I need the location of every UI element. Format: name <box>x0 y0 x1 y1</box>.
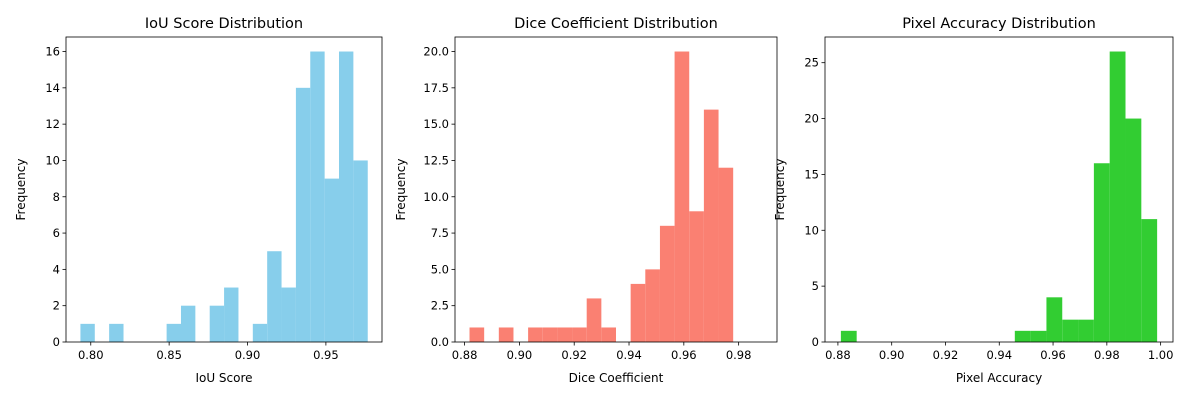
iou-y-tick-label: 12 <box>45 117 60 131</box>
dice-histogram-bar <box>703 109 719 343</box>
dice-y-tick-label: 2.5 <box>431 299 449 313</box>
pixel-accuracy-histogram-bar <box>1030 330 1047 342</box>
dice-x-tick-label: 0.96 <box>671 348 697 362</box>
pixel-accuracy-x-tick-label: 1.00 <box>1148 348 1174 362</box>
iou-y-tick-label: 10 <box>45 153 60 167</box>
dice-coefficient-histogram: 0.88 0.90 0.92 0.94 0.96 0.98 0.0 2.5 5.0 7.5 10.0… <box>394 16 778 385</box>
iou-histogram-bar <box>166 323 181 342</box>
iou-histogram-bar <box>339 51 354 343</box>
iou-y-tick-label: 2 <box>53 299 60 313</box>
pixel-accuracy-histogram-bar <box>1014 330 1031 342</box>
dice-x-tick-label: 0.90 <box>507 348 533 362</box>
iou-y-tick-label: 0 <box>53 335 60 349</box>
iou-histogram-bar <box>281 287 296 342</box>
dice-histogram-bar <box>630 283 646 342</box>
dice-histogram-bar <box>469 327 485 342</box>
pixel-accuracy-x-tick-label: 0.96 <box>1040 348 1066 362</box>
iou-y-tick-label: 6 <box>53 226 60 240</box>
pixel-accuracy-x-tick-label: 0.92 <box>933 348 959 362</box>
pixel-accuracy-histogram-bar <box>1141 219 1158 342</box>
pixel-accuracy-histogram-bar <box>1125 118 1142 342</box>
iou-y-tick-label: 8 <box>53 190 60 204</box>
dice-x-tick-label: 0.98 <box>726 348 752 362</box>
pixel-accuracy-x-tick-label: 0.94 <box>986 348 1012 362</box>
dice-histogram-bar <box>586 298 602 342</box>
dice-y-tick-label: 0.0 <box>431 335 449 349</box>
iou-score-chart-title: IoU Score Distribution <box>145 16 303 32</box>
pixel-accuracy-x-tick-label: 0.90 <box>879 348 905 362</box>
pixel-accuracy-histogram-bar <box>1093 163 1110 342</box>
iou-histogram-bar <box>209 305 225 342</box>
iou-histogram-bar <box>310 51 325 343</box>
dice-x-tick-label: 0.94 <box>616 348 642 362</box>
dice-histogram-bar <box>718 167 734 342</box>
iou-histogram-bar <box>324 178 340 342</box>
pixel-accuracy-histogram-bar <box>1046 297 1063 342</box>
iou-score-histogram: 0.80 0.85 0.90 0.95 0 2 4 6 8 10 12 14 16 IoU Score D… <box>14 16 383 385</box>
pixel-accuracy-histogram: 0.88 0.90 0.92 0.94 0.96 0.98 1.00 0 5 10 15 20 25 Pi… <box>773 16 1173 385</box>
iou-x-tick-label: 0.90 <box>235 348 261 362</box>
dice-coefficient-chart-title: Dice Coefficient Distribution <box>514 16 718 32</box>
iou-histogram-bar <box>252 323 268 342</box>
dice-x-tick-label: 0.92 <box>561 348 587 362</box>
dice-histogram-bar <box>528 327 543 342</box>
dice-y-tick-label: 12.5 <box>423 153 449 167</box>
iou-y-tick-label: 14 <box>45 81 60 95</box>
iou-x-tick-label: 0.85 <box>156 348 182 362</box>
pixel-accuracy-x-tick-label: 0.88 <box>825 348 851 362</box>
pixel-accuracy-y-tick-label: 5 <box>812 279 819 293</box>
iou-histogram-bar <box>80 323 95 342</box>
dice-histogram-bar <box>542 327 558 342</box>
iou-x-axis-label: IoU Score <box>195 371 252 385</box>
iou-histogram-bar <box>353 160 368 342</box>
pixel-accuracy-histogram-bar <box>840 330 857 342</box>
pixel-accuracy-histogram-bar <box>1062 319 1079 342</box>
pixel-accuracy-histogram-bar <box>1109 51 1126 343</box>
dice-axes-frame <box>454 36 778 343</box>
dice-y-tick-label: 17.5 <box>423 81 449 95</box>
dice-histogram-bar <box>689 211 704 342</box>
iou-x-tick-label: 0.80 <box>78 348 104 362</box>
dice-y-tick-label: 15.0 <box>423 117 449 131</box>
iou-histogram-bar <box>109 323 124 342</box>
pixel-accuracy-y-tick-label: 15 <box>804 167 819 181</box>
iou-axes-frame <box>65 36 383 343</box>
iou-histogram-bar <box>267 251 282 342</box>
pixel-accuracy-histogram-bar <box>1078 319 1094 342</box>
iou-histogram-bar <box>224 287 239 342</box>
iou-y-tick-label: 16 <box>45 45 60 59</box>
dice-y-tick-label: 10.0 <box>423 190 449 204</box>
pixel-accuracy-y-tick-label: 20 <box>804 112 819 126</box>
dice-x-axis-label: Dice Coefficient <box>569 371 664 385</box>
pixel-accuracy-y-tick-label: 25 <box>804 56 819 70</box>
dice-histogram-bar <box>572 327 587 342</box>
dice-y-tick-label: 5.0 <box>431 262 449 276</box>
dice-histogram-bar <box>498 327 514 342</box>
pixel-accuracy-y-tick-label: 10 <box>804 223 819 237</box>
iou-histogram-bar <box>180 305 196 342</box>
iou-x-tick-label: 0.95 <box>313 348 339 362</box>
dice-y-tick-label: 20.0 <box>423 45 449 59</box>
pixel-accuracy-x-tick-label: 0.98 <box>1094 348 1120 362</box>
dice-histogram-bar <box>601 327 616 342</box>
iou-y-tick-label: 4 <box>53 262 60 276</box>
dice-histogram-bar <box>557 327 573 342</box>
dice-x-tick-label: 0.88 <box>452 348 478 362</box>
dice-histogram-bar <box>659 225 675 342</box>
pixel-accuracy-y-tick-label: 0 <box>812 335 819 349</box>
pixel-accuracy-x-axis-label: Pixel Accuracy <box>956 371 1042 385</box>
dice-y-tick-label: 7.5 <box>431 226 449 240</box>
pixel-accuracy-chart-title: Pixel Accuracy Distribution <box>902 16 1096 32</box>
dice-histogram-bar <box>674 51 690 343</box>
pixel-accuracy-y-axis-label: Frequency <box>773 159 787 221</box>
iou-histogram-bar <box>295 87 311 342</box>
dice-histogram-bar <box>645 269 660 342</box>
dice-y-axis-label: Frequency <box>394 159 408 221</box>
iou-y-axis-label: Frequency <box>14 159 28 221</box>
